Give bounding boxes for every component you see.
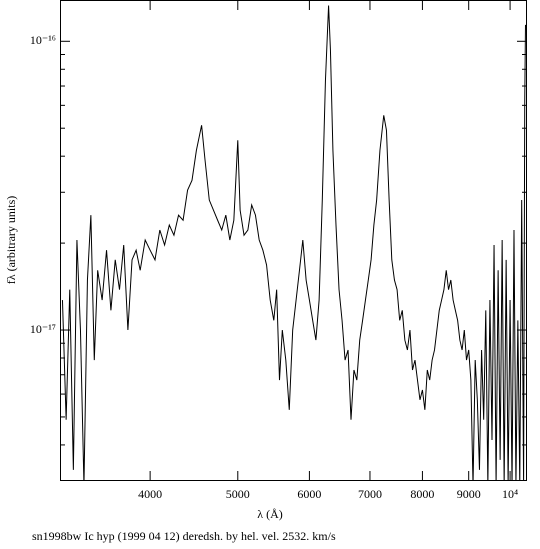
x-tick-label: 9000	[457, 487, 481, 501]
x-tick-label: 10⁴	[502, 487, 518, 501]
x-tick-label: 8000	[410, 487, 434, 501]
spectrum-line	[61, 5, 526, 481]
y-tick-label: 10⁻¹⁶	[30, 33, 56, 47]
chart-title: sn1998bw Ic hyp (1999 04 12) deredsh. by…	[32, 529, 336, 543]
y-axis-label: fλ (arbitrary units)	[4, 196, 18, 284]
y-tick-label: 10⁻¹⁷	[30, 322, 56, 336]
x-tick-label: 6000	[297, 487, 321, 501]
x-tick-label: 5000	[226, 487, 250, 501]
x-axis-label: λ (Å)	[257, 507, 282, 521]
x-tick-label: 7000	[358, 487, 382, 501]
x-tick-label: 4000	[138, 487, 162, 501]
plot-frame	[60, 0, 527, 481]
